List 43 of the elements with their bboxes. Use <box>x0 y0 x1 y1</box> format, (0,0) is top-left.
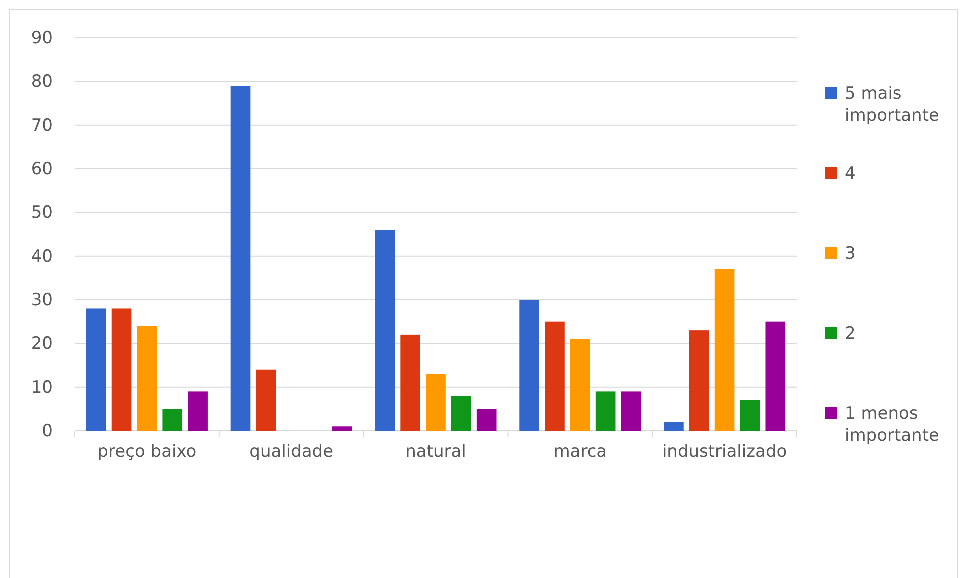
bar <box>570 339 590 431</box>
y-tick-label: 80 <box>31 72 53 92</box>
y-tick-label: 10 <box>31 378 53 398</box>
y-tick-label: 70 <box>31 116 53 136</box>
legend-label: 5 mais importante <box>845 84 940 126</box>
x-tick-label: natural <box>406 442 466 462</box>
bar <box>426 374 446 431</box>
y-tick-label: 0 <box>42 421 53 442</box>
bar <box>86 308 106 431</box>
y-tick-label: 90 <box>31 28 53 48</box>
bar <box>137 326 158 431</box>
legend-label: 1 menos importante <box>845 404 940 446</box>
y-tick-label: 60 <box>31 159 53 180</box>
x-tick-label: marca <box>554 442 608 462</box>
bar <box>476 409 497 431</box>
legend-label: 4 <box>845 164 856 184</box>
bar <box>256 370 276 431</box>
y-tick-label: 40 <box>31 246 53 267</box>
bar <box>740 400 760 431</box>
bar <box>689 330 710 431</box>
x-tick-label: industrializado <box>662 442 788 462</box>
x-tick-label: preço baixo <box>98 442 197 462</box>
bar <box>520 300 540 431</box>
bar <box>664 422 684 431</box>
bar <box>766 322 786 431</box>
x-tick-label: qualidade <box>250 442 334 462</box>
bar <box>400 334 420 431</box>
bar <box>545 322 565 431</box>
bar <box>375 230 396 431</box>
bar <box>332 426 352 431</box>
bar <box>112 308 132 431</box>
bar <box>162 409 183 431</box>
bar <box>452 396 472 431</box>
bar <box>596 392 616 431</box>
y-tick-label: 50 <box>31 203 53 224</box>
bar <box>188 392 208 431</box>
bar <box>621 392 642 431</box>
legend-label: 2 <box>845 324 856 344</box>
y-tick-label: 30 <box>31 290 53 310</box>
bar <box>714 269 735 431</box>
legend-label: 3 <box>845 244 856 264</box>
bar <box>230 86 251 431</box>
y-tick-label: 20 <box>31 334 53 354</box>
